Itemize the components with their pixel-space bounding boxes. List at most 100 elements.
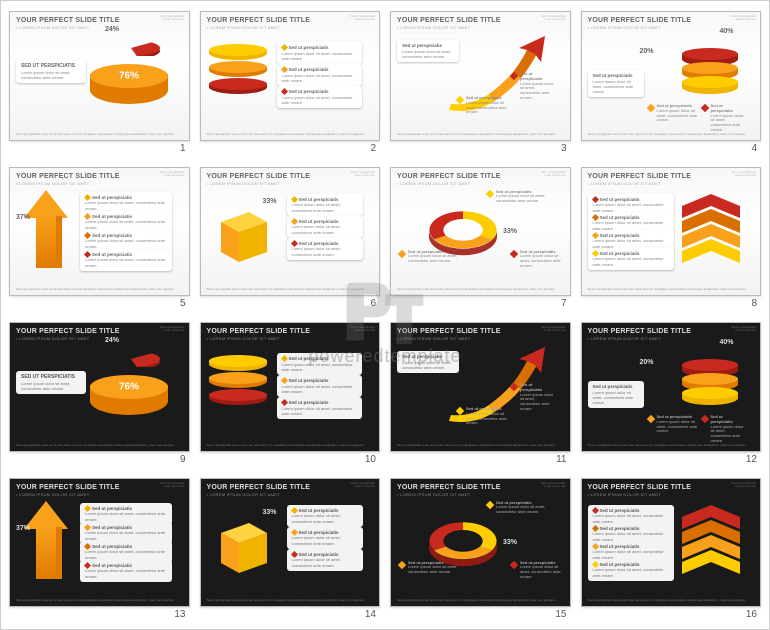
pill-title: Sed ut perspiciatis — [593, 73, 639, 79]
disk — [209, 372, 267, 390]
pct-33: 33% — [263, 198, 277, 205]
pill-title: Sed ut perspiciatis — [600, 526, 640, 531]
thumbnail-cell[interactable]: Sed ut perspiciatis unde omnis iste YOUR… — [9, 11, 190, 153]
bullet-row: Sed ut perspiciatisLorem ipsum dolor sit… — [511, 383, 555, 412]
corner-mark: Sed ut perspiciatis unde omnis iste — [541, 326, 566, 333]
slide-thumbnail[interactable]: Sed ut perspiciatis unde omnis iste YOUR… — [390, 167, 571, 297]
slide-thumbnail[interactable]: Sed ut perspiciatis unde omnis iste YOUR… — [9, 322, 190, 452]
thumbnail-cell[interactable]: Sed ut perspiciatis unde omnis iste YOUR… — [581, 167, 762, 309]
pill-text: Lorem ipsum dolor sit amet, consectetur … — [593, 390, 639, 406]
bullet-text: Sed ut perspiciatisLorem ipsum dolor sit… — [496, 190, 557, 204]
slide-subtitle: • LOREM IPSUM DOLOR SIT AMET — [397, 181, 564, 186]
slide-thumbnail[interactable]: Sed ut perspiciatis unde omnis iste YOUR… — [390, 322, 571, 452]
bullet-row: Sed ut perspiciatisLorem ipsum dolor sit… — [702, 104, 746, 133]
callout-pill: Sed ut perspiciatisLorem ipsum dolor sit… — [287, 527, 363, 549]
bullet-icon — [290, 551, 297, 558]
bullet-icon — [290, 529, 297, 536]
thumbnail-cell[interactable]: Sed ut perspiciatis unde omnis iste YOUR… — [200, 478, 381, 620]
thumbnail-cell[interactable]: Sed ut perspiciatis unde omnis iste YOUR… — [581, 11, 762, 153]
bullet-row: Sed ut perspiciatisLorem ipsum dolor sit… — [511, 561, 561, 580]
slide-thumbnail[interactable]: Sed ut perspiciatis unde omnis iste YOUR… — [200, 167, 381, 297]
pill-title: Sed ut perspiciatis — [92, 525, 132, 530]
corner-mark: Sed ut perspiciatis unde omnis iste — [731, 482, 756, 489]
slide-number: 7 — [390, 296, 571, 308]
pill-title: Sed ut perspiciatis — [92, 544, 132, 549]
callout-pill: Sed ut perspiciatisLorem ipsum dolor sit… — [277, 375, 362, 397]
bullet-text: Sed ut perspiciatisLorem ipsum dolor sit… — [496, 501, 557, 515]
slide-title: YOUR PERFECT SLIDE TITLE — [588, 328, 755, 335]
slide-number: 12 — [581, 452, 762, 464]
slide-subtitle: • LOREM IPSUM DOLOR SIT AMET — [207, 336, 374, 341]
bullet-icon — [510, 560, 518, 568]
thumbnail-cell[interactable]: Sed ut perspiciatis unde omnis iste YOUR… — [200, 322, 381, 464]
bullet-icon — [591, 196, 598, 203]
thumbnail-cell[interactable]: Sed ut perspiciatis unde omnis iste YOUR… — [9, 167, 190, 309]
thumbnail-cell[interactable]: Sed ut perspiciatis unde omnis iste YOUR… — [581, 478, 762, 620]
bullet-icon — [280, 44, 287, 51]
chevron — [682, 550, 740, 574]
pill-title: Sed ut perspiciatis — [600, 562, 640, 567]
footer-text: Sed ut perspiciatis unde omnis iste natu… — [16, 133, 183, 137]
slide-thumbnail[interactable]: Sed ut perspiciatis unde omnis iste YOUR… — [581, 11, 762, 141]
slide-thumbnail[interactable]: Sed ut perspiciatis unde omnis iste YOUR… — [390, 11, 571, 141]
slide-thumbnail[interactable]: Sed ut perspiciatis unde omnis iste YOUR… — [9, 478, 190, 608]
thumbnail-cell[interactable]: Sed ut perspiciatis unde omnis iste YOUR… — [9, 478, 190, 620]
thumbnail-cell[interactable]: Sed ut perspiciatis unde omnis iste YOUR… — [9, 322, 190, 464]
thumbnail-grid: Sed ut perspiciatis unde omnis iste YOUR… — [9, 11, 761, 619]
pill-title: Sed ut perspiciatis — [289, 67, 329, 72]
bullet-text: Sed ut perspiciatisLorem ipsum dolor sit… — [520, 250, 561, 269]
bullet-row: Sed ut perspiciatisLorem ipsum dolor sit… — [399, 250, 459, 264]
pill-title: Sed ut perspiciatis — [92, 563, 132, 568]
slide-subtitle: • LOREM IPSUM DOLOR SIT AMET — [207, 181, 374, 186]
bullet-icon — [486, 189, 494, 197]
slide-thumbnail[interactable]: Sed ut perspiciatis unde omnis iste YOUR… — [581, 478, 762, 608]
thumbnail-cell[interactable]: Sed ut perspiciatis unde omnis iste YOUR… — [390, 322, 571, 464]
chevron — [682, 239, 740, 263]
thumbnail-cell[interactable]: Sed ut perspiciatis unde omnis iste YOUR… — [581, 322, 762, 464]
slide-subtitle: • LOREM IPSUM DOLOR SIT AMET — [16, 336, 183, 341]
callout-pill: Sed ut perspiciatisLorem ipsum dolor sit… — [287, 194, 363, 216]
slide-subtitle: • LOREM IPSUM DOLOR SIT AMET — [16, 492, 183, 497]
slide-thumbnail[interactable]: Sed ut perspiciatis unde omnis iste YOUR… — [200, 478, 381, 608]
slide-number: 11 — [390, 452, 571, 464]
slide-number: 3 — [390, 141, 571, 153]
thumbnail-cell[interactable]: Sed ut perspiciatis unde omnis iste YOUR… — [390, 11, 571, 153]
bullet-icon — [280, 66, 287, 73]
thumbnail-cell[interactable]: Sed ut perspiciatis unde omnis iste YOUR… — [390, 167, 571, 309]
slide-subtitle: • LOREM IPSUM DOLOR SIT AMET — [207, 492, 374, 497]
slide-thumbnail[interactable]: Sed ut perspiciatis unde omnis iste YOUR… — [581, 167, 762, 297]
footer-text: Sed ut perspiciatis unde omnis iste natu… — [397, 288, 564, 292]
slide-thumbnail[interactable]: Sed ut perspiciatis unde omnis iste YOUR… — [9, 11, 190, 141]
slide-thumbnail[interactable]: Sed ut perspiciatis unde omnis iste YOUR… — [200, 11, 381, 141]
bullet-row: Sed ut perspiciatisLorem ipsum dolor sit… — [511, 250, 561, 269]
pill-title: Sed ut perspiciatis — [92, 214, 132, 219]
slide-thumbnail[interactable]: Sed ut perspiciatis unde omnis iste YOUR… — [581, 322, 762, 452]
thumbnail-cell[interactable]: Sed ut perspiciatis unde omnis iste YOUR… — [200, 11, 381, 153]
sed-title: SED UT PERSPICIATIS — [21, 374, 81, 381]
bullet-icon — [290, 240, 297, 247]
pill-title: Sed ut perspiciatis — [92, 506, 132, 511]
thumbnail-cell[interactable]: Sed ut perspiciatis unde omnis iste YOUR… — [390, 478, 571, 620]
pct-40: 40% — [720, 28, 734, 35]
callout-pill: Sed ut perspiciatisLorem ipsum dolor sit… — [277, 42, 362, 64]
callout-pill: Sed ut perspiciatisLorem ipsum dolor sit… — [277, 353, 362, 375]
corner-mark: Sed ut perspiciatis unde omnis iste — [541, 482, 566, 489]
thumbnail-cell[interactable]: Sed ut perspiciatis unde omnis iste YOUR… — [200, 167, 381, 309]
footer-text: Sed ut perspiciatis unde omnis iste natu… — [397, 444, 564, 448]
slide-subtitle: • LOREM IPSUM DOLOR SIT AMET — [207, 25, 374, 30]
slide-thumbnail[interactable]: Sed ut perspiciatis unde omnis iste YOUR… — [9, 167, 190, 297]
sed-text: Lorem ipsum dolor sit amet, consectetur … — [21, 70, 81, 80]
sed-pill: SED UT PERSPICIATIS Lorem ipsum dolor si… — [16, 371, 86, 394]
footer-text: Sed ut perspiciatis unde omnis iste natu… — [207, 133, 374, 137]
bullet-text: Sed ut perspiciatisLorem ipsum dolor sit… — [466, 96, 507, 115]
slide-thumbnail[interactable]: Sed ut perspiciatis unde omnis iste YOUR… — [390, 478, 571, 608]
corner-mark: Sed ut perspiciatis unde omnis iste — [731, 326, 756, 333]
slide-thumbnail[interactable]: Sed ut perspiciatis unde omnis iste YOUR… — [200, 322, 381, 452]
pill-title: Sed ut perspiciatis — [593, 384, 639, 390]
callout-pill: Sed ut perspiciatisLorem ipsum dolor sit… — [588, 559, 674, 581]
pct-40: 40% — [720, 339, 734, 346]
disk — [209, 61, 267, 79]
sed-pill: SED UT PERSPICIATIS Lorem ipsum dolor si… — [16, 60, 86, 83]
bullet-icon — [84, 232, 91, 239]
pie-body: 76% — [90, 64, 168, 106]
